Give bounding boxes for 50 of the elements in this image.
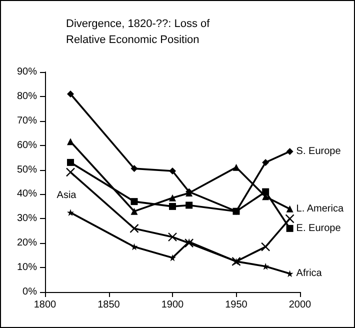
point bbox=[67, 90, 74, 98]
x-tick-label: 1900 bbox=[161, 300, 184, 310]
y-tick-label: 10% bbox=[16, 262, 38, 274]
series-label: Asia bbox=[56, 190, 77, 202]
series-label: E. Europe bbox=[296, 222, 342, 234]
point bbox=[130, 165, 138, 172]
point bbox=[67, 158, 74, 166]
point bbox=[186, 238, 193, 246]
y-tick-label: 20% bbox=[16, 238, 38, 249]
point bbox=[130, 208, 138, 215]
point bbox=[169, 168, 176, 174]
point bbox=[66, 168, 76, 177]
chart-title: Divergence, 1820-??: Loss of Relative Economic Position bbox=[66, 18, 213, 46]
point bbox=[168, 232, 178, 242]
x-tick-label: 1800 bbox=[34, 300, 57, 310]
point bbox=[286, 270, 294, 278]
point bbox=[232, 208, 240, 215]
y-tick-label: 80% bbox=[16, 90, 38, 102]
point bbox=[130, 198, 138, 206]
point bbox=[232, 164, 240, 171]
point bbox=[130, 224, 139, 234]
point bbox=[285, 214, 294, 224]
point bbox=[184, 238, 194, 248]
point bbox=[262, 262, 270, 270]
point bbox=[286, 148, 294, 155]
y-tick-label: 30% bbox=[16, 213, 38, 224]
point bbox=[169, 254, 176, 262]
point bbox=[186, 202, 193, 209]
x-tick-label: 1950 bbox=[225, 300, 248, 310]
series-label: L. America bbox=[296, 203, 344, 214]
y-tick-label: 50% bbox=[16, 164, 38, 176]
point bbox=[262, 188, 270, 196]
point bbox=[130, 243, 138, 250]
y-tick-label: 0% bbox=[22, 286, 38, 298]
y-tick-label: 90% bbox=[16, 66, 38, 78]
series-label: Africa bbox=[296, 268, 322, 280]
point bbox=[67, 209, 74, 216]
point bbox=[260, 242, 270, 252]
point bbox=[67, 138, 74, 146]
point bbox=[262, 158, 270, 166]
point bbox=[169, 202, 176, 210]
point bbox=[286, 205, 294, 212]
point bbox=[286, 224, 294, 232]
y-tick-label: 60% bbox=[16, 140, 38, 151]
y-tick-label: 40% bbox=[16, 188, 38, 200]
point bbox=[169, 194, 176, 202]
series-label: S. Europe bbox=[296, 146, 342, 157]
x-tick-label: 1850 bbox=[98, 300, 120, 310]
y-tick-label: 70% bbox=[16, 115, 38, 126]
x-tick-label: 2000 bbox=[288, 300, 312, 310]
